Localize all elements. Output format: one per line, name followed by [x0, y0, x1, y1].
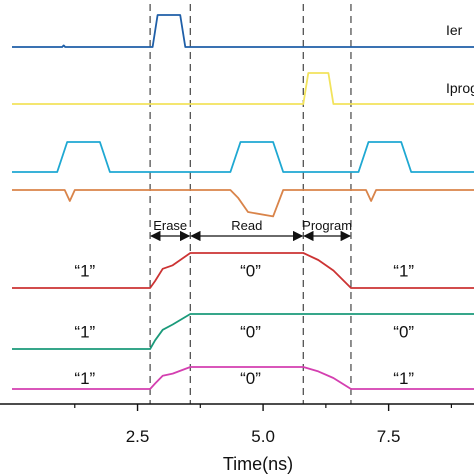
trace-1: [12, 72, 474, 105]
state-label: “0”: [240, 262, 261, 281]
phase-annotations: Erase Read Program: [150, 218, 352, 242]
state-label: “1”: [393, 369, 414, 388]
trace-6: [12, 366, 474, 390]
logic-state-labels: “1” “0” “1” “1” “0” “0” “1” “0” “1”: [74, 262, 414, 389]
state-label: “0”: [240, 323, 261, 342]
signal-traces: [12, 14, 474, 390]
trace-3: [12, 189, 474, 218]
state-label: “1”: [74, 262, 95, 281]
trace-5: [12, 313, 474, 350]
trace-label-1: Iprog: [446, 80, 474, 96]
x-axis: Time(ns): [0, 403, 474, 474]
state-label: “0”: [240, 369, 261, 388]
phase-label-2: Program: [302, 218, 352, 233]
phase-label-1: Read: [231, 218, 262, 233]
state-label: “1”: [74, 323, 95, 342]
x-axis-ticks: 2.5 5.0 7.5: [74, 404, 453, 446]
trace-label-0: Ier: [446, 22, 463, 38]
trace-labels: Ier Iprog: [446, 22, 474, 96]
trace-4: [12, 252, 474, 289]
x-tick-label-2: 7.5: [377, 427, 401, 446]
trace-2: [12, 141, 474, 173]
state-label: “1”: [393, 262, 414, 281]
phase-label-0: Erase: [153, 218, 187, 233]
x-tick-label-0: 2.5: [126, 427, 150, 446]
x-axis-label: Time(ns): [223, 454, 293, 474]
x-tick-label-1: 5.0: [251, 427, 275, 446]
state-label: “0”: [393, 323, 414, 342]
state-label: “1”: [74, 369, 95, 388]
phase-guide-lines: [149, 4, 352, 404]
trace-0: [12, 14, 474, 48]
